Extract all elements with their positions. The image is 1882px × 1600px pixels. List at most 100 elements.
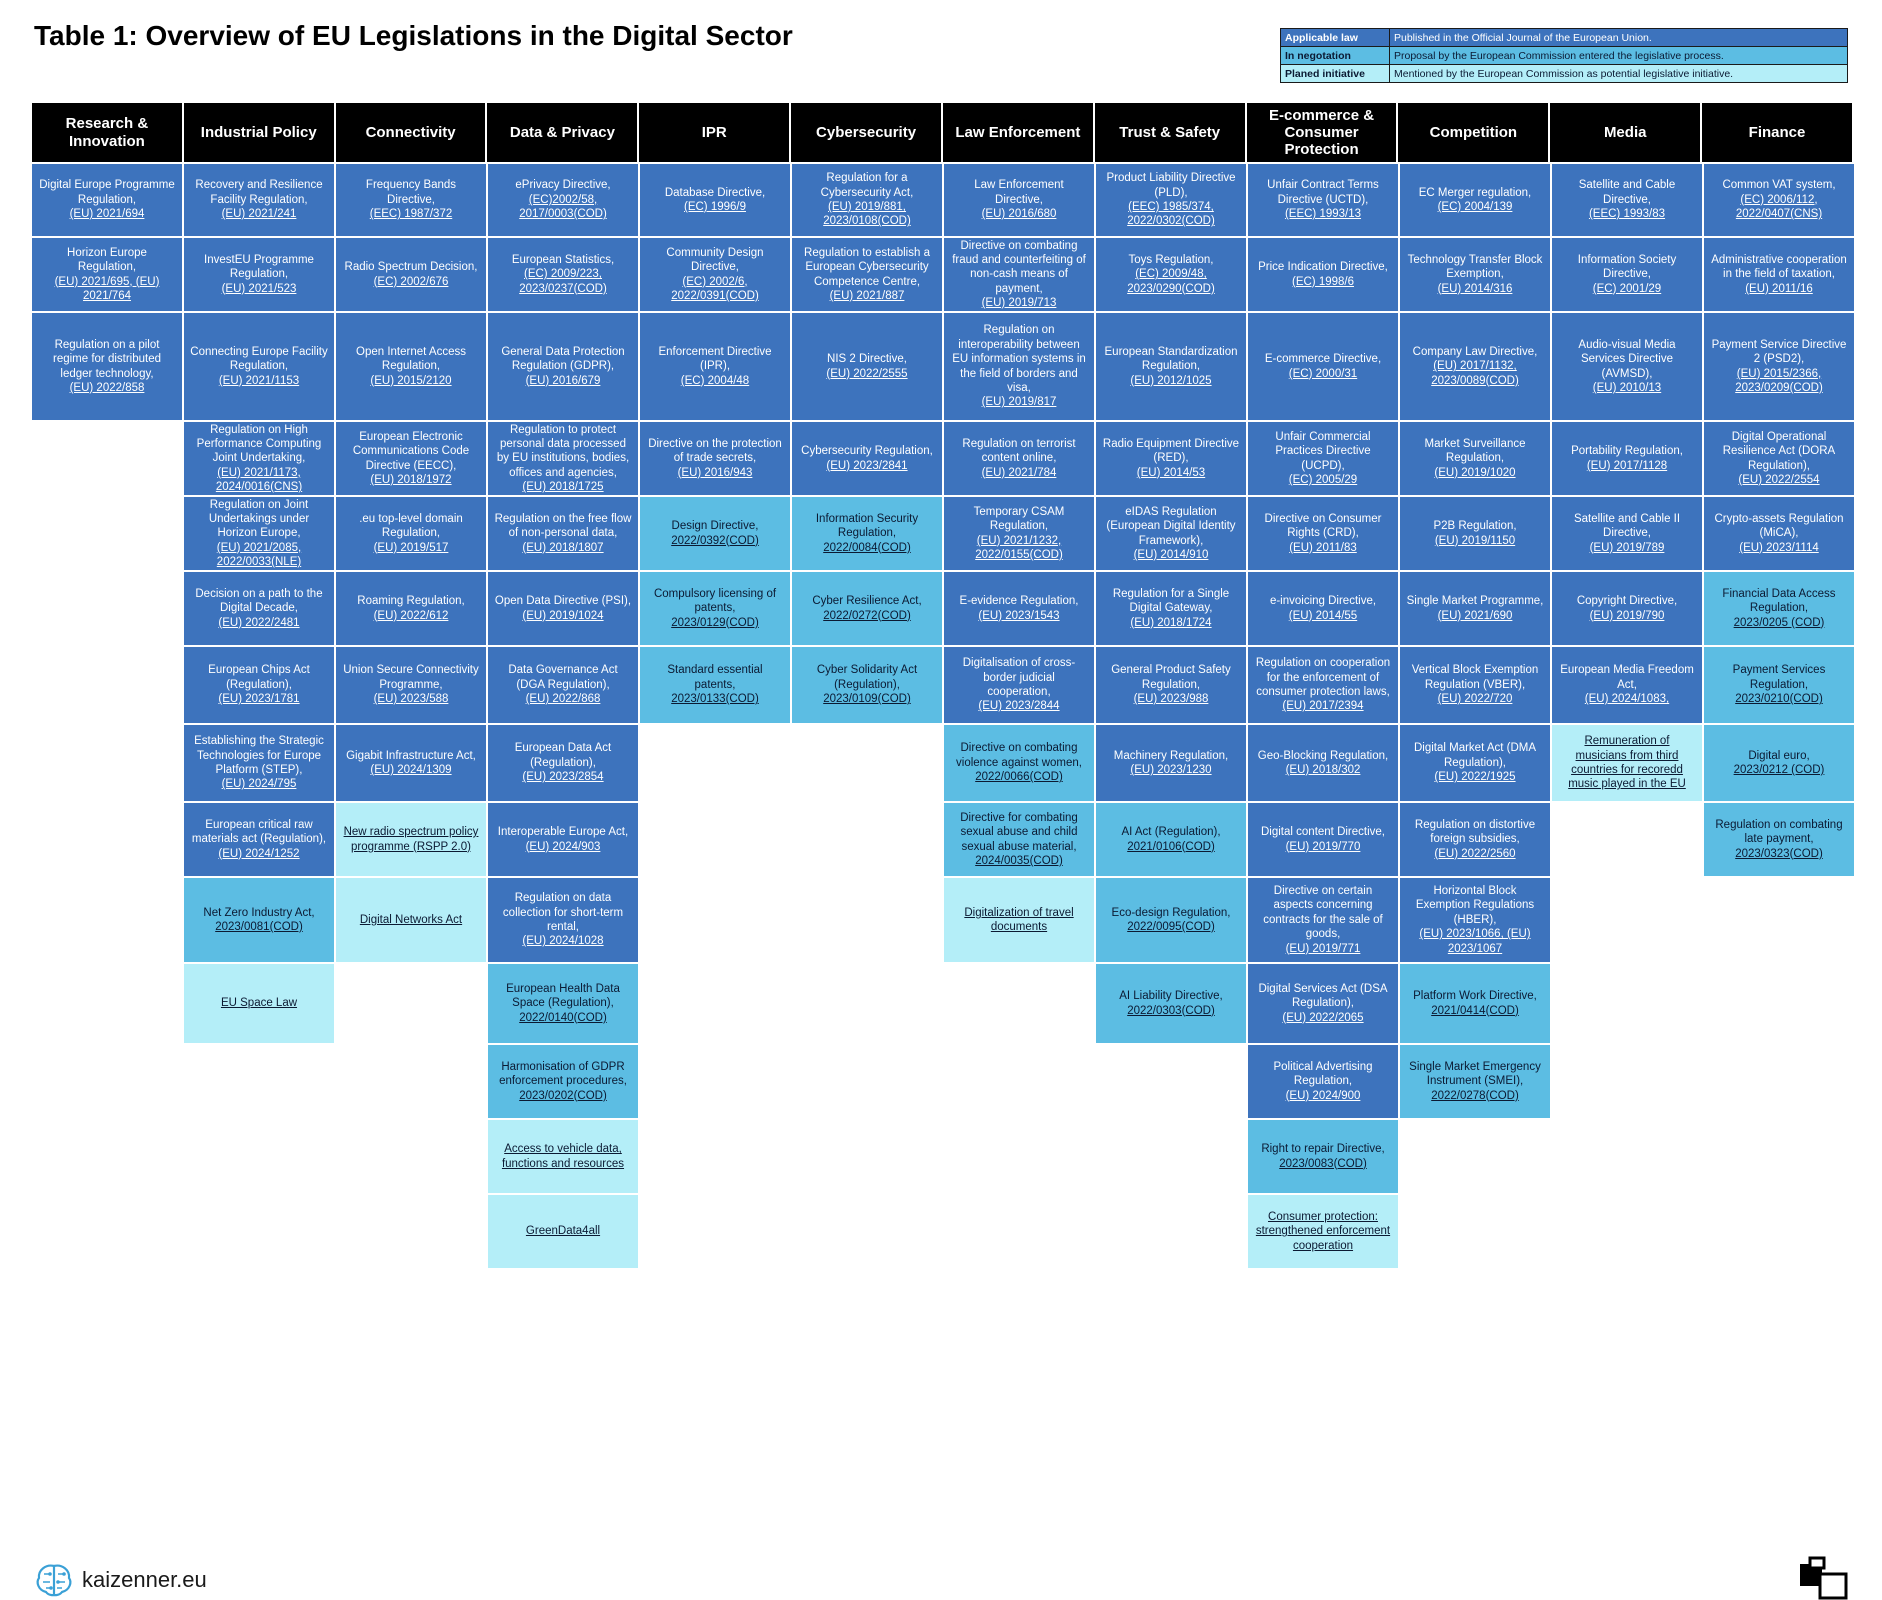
legislation-reference-link[interactable]: (EU) 2024/795 xyxy=(221,778,297,791)
legislation-cell[interactable]: Information Security Regulation, 2022/008… xyxy=(792,497,942,570)
legislation-reference-link[interactable]: (EU) 2021/1232, 2022/0155(COD) xyxy=(975,534,1063,561)
legislation-cell[interactable]: Cyber Solidarity Act (Regulation), 2023/0… xyxy=(792,647,942,723)
legislation-reference-link[interactable]: 2022/0095(COD) xyxy=(1127,921,1215,933)
legislation-reference-link[interactable]: (EU) 2014/55 xyxy=(1288,609,1358,622)
legislation-cell[interactable]: NIS 2 Directive, (EU) 2022/2555 xyxy=(792,313,942,420)
legislation-cell[interactable]: Cybersecurity Regulation, (EU) 2023/2841 xyxy=(792,422,942,495)
legislation-cell[interactable]: .eu top-level domain Regulation, (EU) 201… xyxy=(336,497,486,570)
legislation-reference-link[interactable]: (EU) 2024/1028 xyxy=(522,935,604,948)
legislation-reference-link[interactable]: 2023/0205 (COD) xyxy=(1733,616,1825,629)
legislation-cell[interactable]: Digital Operational Resilience Act (DORA… xyxy=(1704,422,1854,495)
legislation-cell[interactable]: Frequency Bands Directive, (EEC) 1987/372 xyxy=(336,164,486,236)
legislation-reference-link[interactable]: (EU) 2019/789 xyxy=(1589,541,1665,554)
legislation-reference-link[interactable]: (EU) 2023/1230 xyxy=(1130,764,1212,776)
legislation-cell[interactable]: Directive on certain aspects concerning … xyxy=(1248,878,1398,962)
legislation-reference-link[interactable]: (EU) 2022/720 xyxy=(1437,693,1513,706)
legislation-reference-link[interactable]: 2023/0212 (COD) xyxy=(1733,764,1825,776)
legislation-reference-link[interactable]: (EC) 2000/31 xyxy=(1288,367,1358,380)
legislation-cell[interactable]: Single Market Emergency Instrument (SMEI… xyxy=(1400,1045,1550,1118)
legislation-reference-link[interactable]: Remuneration of musicians from third cou… xyxy=(1568,735,1686,791)
legislation-reference-link[interactable]: 2022/0392(COD) xyxy=(671,534,759,547)
legislation-cell[interactable]: Regulation on cooperation for the enforc… xyxy=(1248,647,1398,723)
legislation-cell[interactable]: Recovery and Resilience Facility Regulat… xyxy=(184,164,334,236)
legislation-cell[interactable]: European Statistics, (EC) 2009/223, 2023/… xyxy=(488,238,638,311)
legislation-cell[interactable]: e-invoicing Directive, (EU) 2014/55 xyxy=(1248,572,1398,645)
legislation-cell[interactable]: Establishing the Strategic Technologies … xyxy=(184,725,334,801)
legislation-cell[interactable]: Gigabit Infrastructure Act, (EU) 2024/130… xyxy=(336,725,486,801)
legislation-cell[interactable]: Directive on combating violence against … xyxy=(944,725,1094,801)
legislation-reference-link[interactable]: (EU) 2021/695, (EU) 2021/764 xyxy=(54,275,160,302)
legislation-reference-link[interactable]: 2023/0133(COD) xyxy=(671,693,759,706)
legislation-cell[interactable]: Remuneration of musicians from third cou… xyxy=(1552,725,1702,801)
legislation-reference-link[interactable]: (EU) 2021/1173, 2024/0016(CNS) xyxy=(215,466,303,494)
legislation-reference-link[interactable]: (EU) 2022/2065 xyxy=(1282,1011,1364,1024)
legislation-reference-link[interactable]: (EU) 2022/2481 xyxy=(218,616,300,629)
legislation-reference-link[interactable]: 2022/0084(COD) xyxy=(823,541,911,554)
legislation-reference-link[interactable]: (EU) 2021/887 xyxy=(829,289,905,302)
legislation-reference-link[interactable]: (EU) 2022/858 xyxy=(69,381,145,394)
legislation-cell[interactable]: Vertical Block Exemption Regulation (VBE… xyxy=(1400,647,1550,723)
legislation-cell[interactable]: Law Enforcement Directive, (EU) 2016/680 xyxy=(944,164,1094,236)
legislation-cell[interactable]: Technology Transfer Block Exemption, (EU)… xyxy=(1400,238,1550,311)
legislation-cell[interactable]: Unfair Contract Terms Directive (UCTD), (… xyxy=(1248,164,1398,236)
legislation-cell[interactable]: AI Liability Directive, 2022/0303(COD) xyxy=(1096,964,1246,1043)
legislation-cell[interactable]: Geo-Blocking Regulation, (EU) 2018/302 xyxy=(1248,725,1398,801)
legislation-cell[interactable]: ePrivacy Directive, (EC)2002/58, 2017/000… xyxy=(488,164,638,236)
legislation-reference-link[interactable]: (EU) 2024/1309 xyxy=(370,764,452,776)
legislation-reference-link[interactable]: (EC) 2005/29 xyxy=(1288,473,1358,486)
legislation-reference-link[interactable]: (EC)2002/58, 2017/0003(COD) xyxy=(519,193,607,221)
legislation-cell[interactable]: General Data Protection Regulation (GDPR… xyxy=(488,313,638,420)
legislation-cell[interactable]: AI Act (Regulation), 2021/0106(COD) xyxy=(1096,803,1246,876)
legislation-cell[interactable]: European critical raw materials act (Reg… xyxy=(184,803,334,876)
legislation-reference-link[interactable]: (EU) 2015/2366, 2023/0209(COD) xyxy=(1735,367,1823,394)
legislation-reference-link[interactable]: 2022/0272(COD) xyxy=(823,609,911,622)
legislation-reference-link[interactable]: (EU) 2024/903 xyxy=(525,840,601,853)
legislation-reference-link[interactable]: GreenData4all xyxy=(525,1225,601,1238)
legislation-reference-link[interactable]: (EU) 2021/690 xyxy=(1437,609,1513,622)
legislation-reference-link[interactable]: (EU) 2011/83 xyxy=(1289,541,1357,554)
legislation-reference-link[interactable]: (EU) 2018/1807 xyxy=(522,541,604,554)
legislation-reference-link[interactable]: 2021/0414(COD) xyxy=(1431,1004,1519,1017)
legislation-reference-link[interactable]: (EU) 2010/13 xyxy=(1592,381,1662,394)
legislation-reference-link[interactable]: (EU) 2023/1543 xyxy=(978,609,1060,622)
legislation-reference-link[interactable]: 2023/0323(COD) xyxy=(1735,847,1823,860)
legislation-reference-link[interactable]: 2022/0303(COD) xyxy=(1127,1004,1215,1017)
legislation-reference-link[interactable]: New radio spectrum policy programme (RSP… xyxy=(343,826,479,853)
legislation-reference-link[interactable]: (EU) 2021/694 xyxy=(69,208,145,221)
legislation-cell[interactable]: Payment Service Directive 2 (PSD2), (EU) … xyxy=(1704,313,1854,420)
legislation-cell[interactable]: Net Zero Industry Act, 2023/0081(COD) xyxy=(184,878,334,962)
legislation-reference-link[interactable]: 2022/0140(COD) xyxy=(519,1011,607,1024)
legislation-reference-link[interactable]: (EU) 2012/1025 xyxy=(1130,374,1212,387)
legislation-cell[interactable]: Satellite and Cable II Directive, (EU) 20… xyxy=(1552,497,1702,570)
legislation-cell[interactable]: Administrative cooperation in the field … xyxy=(1704,238,1854,311)
legislation-cell[interactable]: Political Advertising Regulation, (EU) 20… xyxy=(1248,1045,1398,1118)
legislation-reference-link[interactable]: (EU) 2023/1114 xyxy=(1739,541,1819,554)
legislation-reference-link[interactable]: (EU) 2017/1128 xyxy=(1586,459,1668,472)
legislation-cell[interactable]: Community Design Directive, (EC) 2002/6, … xyxy=(640,238,790,311)
legislation-reference-link[interactable]: (EU) 2022/2554 xyxy=(1738,473,1820,486)
legislation-cell[interactable]: Regulation on interoperability between E… xyxy=(944,313,1094,420)
legislation-cell[interactable]: Satellite and Cable Directive, (EEC) 1993… xyxy=(1552,164,1702,236)
legislation-cell[interactable]: Machinery Regulation, (EU) 2023/1230 xyxy=(1096,725,1246,801)
legislation-cell[interactable]: Harmonisation of GDPR enforcement proced… xyxy=(488,1045,638,1118)
legislation-cell[interactable]: Directive on Consumer Rights (CRD), (EU) … xyxy=(1248,497,1398,570)
legislation-reference-link[interactable]: (EU) 2024/1252 xyxy=(218,847,300,860)
legislation-cell[interactable]: Directive on the protection of trade sec… xyxy=(640,422,790,495)
legislation-reference-link[interactable]: (EU) 2024/1083, xyxy=(1584,693,1670,706)
legislation-reference-link[interactable]: (EC) 2002/6, 2022/0391(COD) xyxy=(671,275,759,302)
legislation-reference-link[interactable]: (EC) 1998/6 xyxy=(1291,275,1354,288)
legislation-cell[interactable]: Crypto-assets Regulation (MiCA), (EU) 202… xyxy=(1704,497,1854,570)
legislation-reference-link[interactable]: (EU) 2023/2854 xyxy=(522,771,604,784)
legislation-cell[interactable]: Decision on a path to the Digital Decade… xyxy=(184,572,334,645)
legislation-cell[interactable]: Regulation for a Cybersecurity Act, (EU) … xyxy=(792,164,942,236)
legislation-cell[interactable]: Data Governance Act (DGA Regulation), (EU… xyxy=(488,647,638,723)
legislation-cell[interactable]: Portability Regulation, (EU) 2017/1128 xyxy=(1552,422,1702,495)
legislation-cell[interactable]: European Media Freedom Act, (EU) 2024/108… xyxy=(1552,647,1702,723)
legislation-cell[interactable]: Design Directive, 2022/0392(COD) xyxy=(640,497,790,570)
legislation-reference-link[interactable]: (EU) 2023/1781 xyxy=(218,693,300,706)
legislation-cell[interactable]: Product Liability Directive (PLD), (EEC) … xyxy=(1096,164,1246,236)
legislation-cell[interactable]: Open Data Directive (PSI), (EU) 2019/1024 xyxy=(488,572,638,645)
legislation-cell[interactable]: E-evidence Regulation, (EU) 2023/1543 xyxy=(944,572,1094,645)
legislation-cell[interactable]: Eco-design Regulation, 2022/0095(COD) xyxy=(1096,878,1246,962)
legislation-cell[interactable]: Compulsory licensing of patents, 2023/012… xyxy=(640,572,790,645)
